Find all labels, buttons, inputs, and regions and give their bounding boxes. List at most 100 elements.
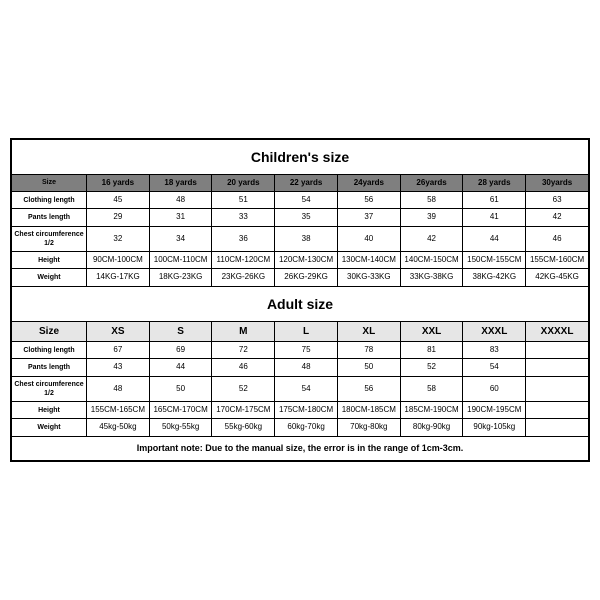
cell: 42: [526, 209, 589, 226]
cell: 69: [149, 342, 212, 359]
children-header-col: 22 yards: [275, 174, 338, 191]
cell: 120CM-130CM: [275, 252, 338, 269]
cell: 54: [275, 376, 338, 401]
cell: 130CM-140CM: [337, 252, 400, 269]
cell: 44: [149, 359, 212, 376]
cell: 155CM-160CM: [526, 252, 589, 269]
row-label: Pants length: [12, 209, 87, 226]
cell: [526, 359, 589, 376]
cell: 175CM-180CM: [275, 402, 338, 419]
cell: 72: [212, 342, 275, 359]
cell: 46: [212, 359, 275, 376]
children-header-col: 30yards: [526, 174, 589, 191]
adult-header-row: Size XS S M L XL XXL XXXL XXXXL: [12, 322, 589, 342]
adult-header-col: M: [212, 322, 275, 342]
cell: 180CM-185CM: [337, 402, 400, 419]
table-row: Pants length 43 44 46 48 50 52 54: [12, 359, 589, 376]
cell: 52: [212, 376, 275, 401]
cell: 80kg-90kg: [400, 419, 463, 436]
children-header-col: 26yards: [400, 174, 463, 191]
cell: 55kg-60kg: [212, 419, 275, 436]
cell: 67: [87, 342, 150, 359]
table-row: Height 155CM-165CM 165CM-170CM 170CM-175…: [12, 402, 589, 419]
cell: 150CM-155CM: [463, 252, 526, 269]
table-row: Pants length 29 31 33 35 37 39 41 42: [12, 209, 589, 226]
cell: 45kg-50kg: [87, 419, 150, 436]
cell: 48: [149, 192, 212, 209]
cell: 26KG-29KG: [275, 269, 338, 286]
cell: [526, 419, 589, 436]
table-row: Clothing length 45 48 51 54 56 58 61 63: [12, 192, 589, 209]
important-note: Important note: Due to the manual size, …: [12, 436, 589, 461]
row-label: Clothing length: [12, 192, 87, 209]
cell: 63: [526, 192, 589, 209]
table-row: Chest circumference 1/2 32 34 36 38 40 4…: [12, 226, 589, 251]
cell: 30KG-33KG: [337, 269, 400, 286]
cell: 58: [400, 192, 463, 209]
adult-header-col: XS: [87, 322, 150, 342]
adult-header-size: Size: [12, 322, 87, 342]
cell: 44: [463, 226, 526, 251]
cell: 90kg-105kg: [463, 419, 526, 436]
cell: 83: [463, 342, 526, 359]
cell: 46: [526, 226, 589, 251]
cell: 75: [275, 342, 338, 359]
adult-title: Adult size: [12, 286, 589, 321]
children-header-col: 18 yards: [149, 174, 212, 191]
cell: 50: [149, 376, 212, 401]
cell: 41: [463, 209, 526, 226]
table-row: Clothing length 67 69 72 75 78 81 83: [12, 342, 589, 359]
adult-header-col: XXL: [400, 322, 463, 342]
size-chart-table: Children's size Size 16 yards 18 yards 2…: [11, 139, 589, 462]
cell: 185CM-190CM: [400, 402, 463, 419]
cell: 33: [212, 209, 275, 226]
cell: 32: [87, 226, 150, 251]
row-label: Height: [12, 252, 87, 269]
cell: [526, 402, 589, 419]
cell: 23KG-26KG: [212, 269, 275, 286]
row-label: Weight: [12, 419, 87, 436]
adult-header-col: XXXL: [463, 322, 526, 342]
table-row: Weight 45kg-50kg 50kg-55kg 55kg-60kg 60k…: [12, 419, 589, 436]
cell: 61: [463, 192, 526, 209]
row-label: Chest circumference 1/2: [12, 376, 87, 401]
cell: 100CM-110CM: [149, 252, 212, 269]
cell: 190CM-195CM: [463, 402, 526, 419]
cell: 78: [337, 342, 400, 359]
children-title: Children's size: [12, 139, 589, 174]
cell: 36: [212, 226, 275, 251]
cell: 31: [149, 209, 212, 226]
row-label: Chest circumference 1/2: [12, 226, 87, 251]
adult-header-col: XL: [337, 322, 400, 342]
cell: 38: [275, 226, 338, 251]
cell: 37: [337, 209, 400, 226]
cell: 54: [275, 192, 338, 209]
table-row: Weight 14KG-17KG 18KG-23KG 23KG-26KG 26K…: [12, 269, 589, 286]
cell: 51: [212, 192, 275, 209]
cell: 170CM-175CM: [212, 402, 275, 419]
cell: [526, 342, 589, 359]
table-row: Height 90CM-100CM 100CM-110CM 110CM-120C…: [12, 252, 589, 269]
cell: 165CM-170CM: [149, 402, 212, 419]
children-header-col: 20 yards: [212, 174, 275, 191]
cell: 34: [149, 226, 212, 251]
cell: 14KG-17KG: [87, 269, 150, 286]
cell: 18KG-23KG: [149, 269, 212, 286]
cell: 70kg-80kg: [337, 419, 400, 436]
cell: 45: [87, 192, 150, 209]
children-title-row: Children's size: [12, 139, 589, 174]
cell: 50: [337, 359, 400, 376]
children-header-row: Size 16 yards 18 yards 20 yards 22 yards…: [12, 174, 589, 191]
cell: 60: [463, 376, 526, 401]
cell: 50kg-55kg: [149, 419, 212, 436]
note-row: Important note: Due to the manual size, …: [12, 436, 589, 461]
cell: 33KG-38KG: [400, 269, 463, 286]
cell: 35: [275, 209, 338, 226]
cell: 58: [400, 376, 463, 401]
adult-title-row: Adult size: [12, 286, 589, 321]
row-label: Height: [12, 402, 87, 419]
row-label: Pants length: [12, 359, 87, 376]
cell: 48: [275, 359, 338, 376]
children-header-col: 28 yards: [463, 174, 526, 191]
cell: 54: [463, 359, 526, 376]
